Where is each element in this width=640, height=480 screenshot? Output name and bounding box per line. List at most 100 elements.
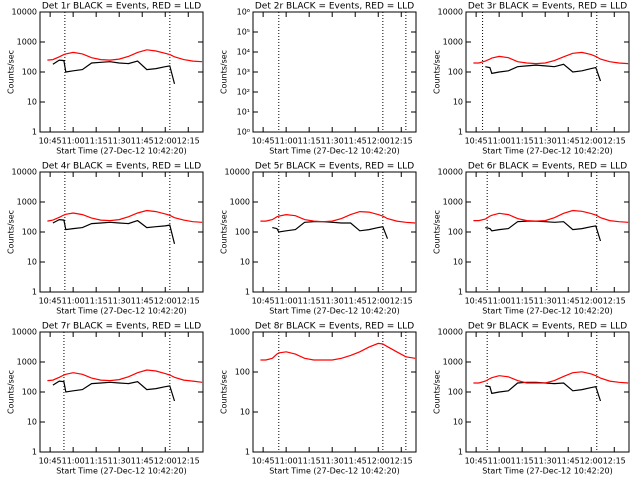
x-tick-label: 11:30 — [321, 457, 344, 466]
x-axis-label: Start Time (27-Dec-12 10:42:20) — [269, 467, 400, 476]
y-axis-label: Counts/sec — [7, 370, 16, 414]
y-tick-label: 1000 — [443, 358, 463, 367]
x-axis-label: Start Time (27-Dec-12 10:42:20) — [482, 467, 613, 476]
x-axis-label: Start Time (27-Dec-12 10:42:20) — [56, 467, 187, 476]
x-tick-label: 11:45 — [131, 137, 154, 146]
y-tick-label: 1000 — [443, 38, 463, 47]
series-line — [473, 51, 629, 65]
x-tick-label: 11:45 — [344, 137, 367, 146]
x-tick-label: 12:15 — [177, 137, 200, 146]
y-tick-label: 10⁵ — [237, 28, 250, 37]
y-tick-label: 1000 — [230, 328, 250, 337]
x-tick-label: 11:45 — [131, 297, 154, 306]
x-tick-label: 10:45 — [39, 137, 62, 146]
x-tick-label: 12:00 — [580, 137, 603, 146]
x-tick-label: 11:45 — [344, 457, 367, 466]
x-tick-label: 11:30 — [534, 457, 557, 466]
y-tick-label: 10 — [453, 418, 463, 427]
series-line — [485, 63, 602, 82]
y-tick-label: 1000 — [230, 198, 250, 207]
y-tick-label: 10 — [453, 98, 463, 107]
y-tick-label: 10 — [27, 258, 37, 267]
y-tick-label: 10 — [240, 258, 250, 267]
chart-title: Det 7r BLACK = Events, RED = LLD — [42, 322, 201, 332]
plot-frame — [465, 331, 630, 453]
x-tick-label: 12:15 — [603, 137, 626, 146]
y-tick-label: 1 — [32, 288, 37, 297]
x-tick-label: 11:45 — [557, 297, 580, 306]
chart-title: Det 4r BLACK = Events, RED = LLD — [42, 162, 201, 172]
plot-frame — [252, 11, 417, 133]
y-tick-label: 100 — [235, 368, 250, 377]
y-tick-label: 100 — [448, 388, 463, 397]
y-tick-label: 10 — [240, 408, 250, 417]
y-tick-label: 1000 — [443, 198, 463, 207]
x-tick-label: 10:45 — [252, 457, 275, 466]
x-tick-label: 11:45 — [557, 457, 580, 466]
x-tick-label: 12:00 — [367, 297, 390, 306]
y-tick-label: 10000 — [438, 168, 463, 177]
x-tick-label: 11:30 — [534, 297, 557, 306]
x-tick-label: 11:30 — [108, 457, 131, 466]
chart-title: Det 1r BLACK = Events, RED = LLD — [42, 2, 201, 12]
y-tick-label: 10 — [27, 98, 37, 107]
x-tick-label: 11:00 — [488, 137, 511, 146]
x-tick-label: 11:15 — [85, 457, 108, 466]
y-tick-label: 10000 — [12, 168, 37, 177]
x-tick-label: 11:15 — [511, 297, 534, 306]
y-tick-label: 10000 — [438, 328, 463, 337]
y-axis-label: Counts/sec — [433, 50, 442, 94]
x-tick-label: 11:15 — [298, 137, 321, 146]
x-tick-label: 12:15 — [603, 457, 626, 466]
y-axis-label: Counts/sec — [433, 370, 442, 414]
y-tick-label: 1000 — [17, 358, 37, 367]
x-tick-label: 12:15 — [177, 297, 200, 306]
chart-title: Det 3r BLACK = Events, RED = LLD — [468, 2, 627, 12]
x-tick-label: 10:45 — [465, 297, 488, 306]
y-tick-label: 10000 — [438, 8, 463, 17]
x-tick-label: 11:30 — [534, 137, 557, 146]
x-tick-label: 11:00 — [275, 457, 298, 466]
x-tick-label: 11:15 — [511, 457, 534, 466]
series-line — [272, 221, 389, 239]
y-tick-label: 10000 — [12, 328, 37, 337]
x-tick-label: 11:00 — [62, 457, 85, 466]
y-tick-label: 1 — [458, 448, 463, 457]
y-tick-label: 10² — [237, 88, 250, 97]
series-line — [47, 209, 203, 223]
y-tick-label: 1 — [245, 448, 250, 457]
y-tick-label: 10⁶ — [237, 8, 250, 17]
y-tick-label: 100 — [448, 68, 463, 77]
plot-frame — [252, 331, 417, 453]
chart-title: Det 2r BLACK = Events, RED = LLD — [255, 2, 414, 12]
plot-frame — [465, 171, 630, 293]
y-tick-label: 100 — [22, 68, 37, 77]
plot-frame — [252, 171, 417, 293]
x-tick-label: 12:00 — [154, 297, 177, 306]
series-line — [47, 369, 203, 383]
series-line — [52, 380, 176, 402]
y-tick-label: 100 — [235, 228, 250, 237]
series-line — [485, 381, 602, 402]
x-axis-label: Start Time (27-Dec-12 10:42:20) — [269, 307, 400, 316]
y-tick-label: 1 — [32, 128, 37, 137]
x-tick-label: 12:15 — [390, 137, 413, 146]
chart-title: Det 5r BLACK = Events, RED = LLD — [255, 162, 414, 172]
y-tick-label: 10 — [453, 258, 463, 267]
x-tick-label: 11:00 — [488, 297, 511, 306]
x-axis-label: Start Time (27-Dec-12 10:42:20) — [269, 147, 400, 156]
x-tick-label: 11:15 — [298, 297, 321, 306]
chart-title: Det 9r BLACK = Events, RED = LLD — [468, 322, 627, 332]
x-tick-label: 11:30 — [108, 137, 131, 146]
x-tick-label: 11:45 — [131, 457, 154, 466]
x-tick-label: 10:45 — [465, 457, 488, 466]
y-tick-label: 10³ — [237, 68, 250, 77]
plot-frame — [465, 11, 630, 133]
y-axis-label: Counts/sec — [220, 210, 229, 254]
chart-title: Det 6r BLACK = Events, RED = LLD — [468, 162, 627, 172]
x-tick-label: 12:00 — [580, 457, 603, 466]
x-tick-label: 11:30 — [321, 297, 344, 306]
series-line — [260, 210, 416, 224]
y-axis-label: Counts/sec — [220, 50, 229, 94]
